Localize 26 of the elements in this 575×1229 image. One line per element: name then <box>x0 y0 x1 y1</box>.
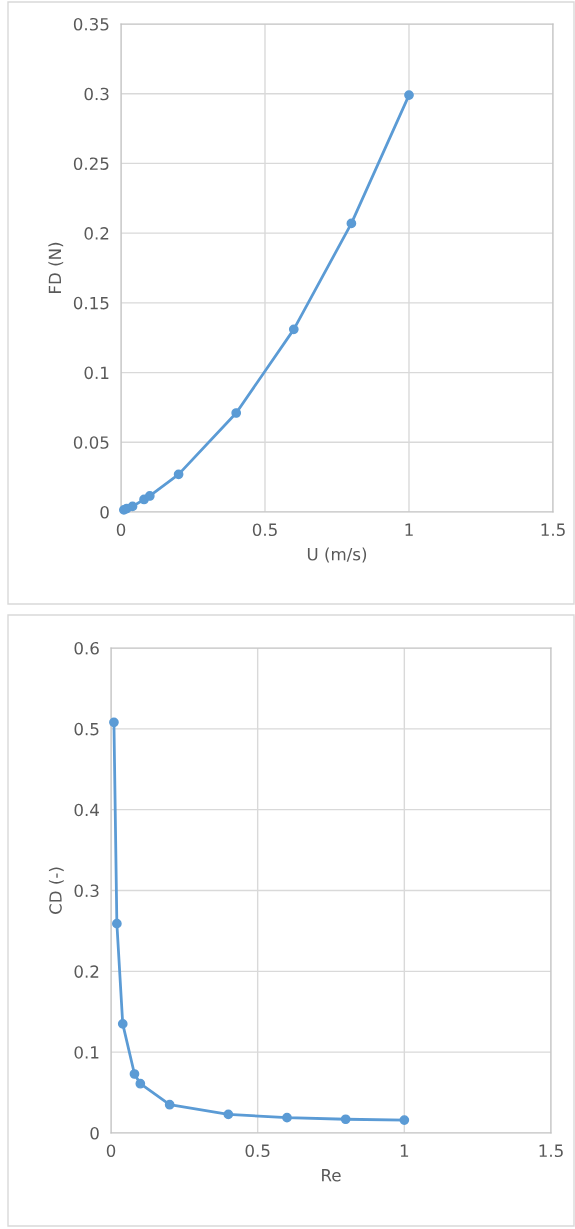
y-tick-label: 0.2 <box>74 965 99 978</box>
x-tick-label: 1 <box>400 1144 409 1157</box>
y-tick-label: 0 <box>100 505 109 519</box>
x-tick-label: 0.5 <box>252 523 277 537</box>
x-tick-label: 1.5 <box>541 523 565 537</box>
x-tick-label: 1 <box>405 523 413 536</box>
x-axis-title: Re <box>322 1169 341 1182</box>
y-tick-label: 0.1 <box>74 1046 99 1059</box>
y-tick-label: 0.05 <box>73 436 109 449</box>
y-tick-label: 0.35 <box>73 17 109 31</box>
y-tick-label: 0.6 <box>74 641 99 655</box>
x-tick-label: 1.5 <box>539 1144 563 1158</box>
y-tick-label: 0.15 <box>73 296 109 310</box>
y-tick-label: 0.4 <box>74 803 99 817</box>
y-tick-label: 0.3 <box>74 884 99 898</box>
x-tick-label: 0.5 <box>245 1144 270 1158</box>
x-axis-title: U (m/s) <box>307 547 367 563</box>
y-axis-title: FD (N) <box>48 242 64 293</box>
y-tick-label: 0.5 <box>74 722 99 736</box>
y-axis-title: CD (-) <box>48 867 64 914</box>
y-tick-label: 0.25 <box>73 157 109 170</box>
y-tick-label: 0 <box>90 1126 99 1140</box>
y-tick-label: 0.1 <box>84 366 109 380</box>
y-tick-label: 0.3 <box>84 87 109 101</box>
y-tick-label: 0.2 <box>84 227 109 240</box>
x-tick-label: 0 <box>116 523 126 537</box>
